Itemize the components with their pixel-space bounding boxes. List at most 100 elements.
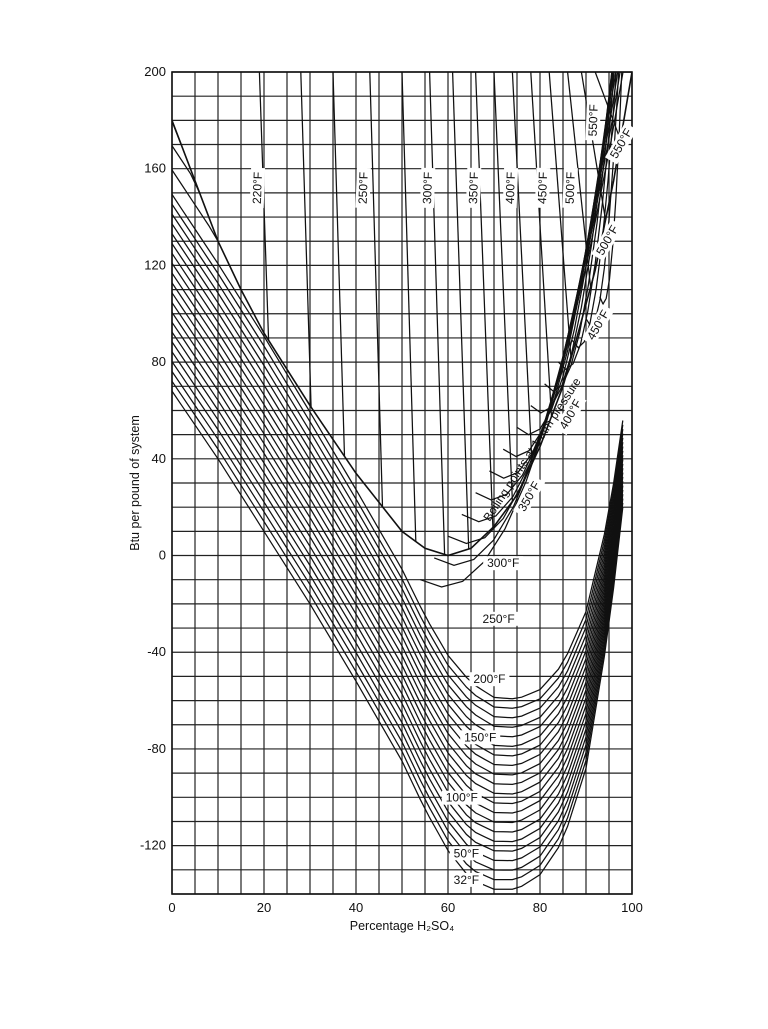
vapor-isotherm [566, 72, 592, 288]
liquid-isotherm [172, 223, 624, 728]
vapor-isotherm-label: 250°F [355, 167, 371, 209]
curves [172, 72, 632, 890]
liquid-isotherm [172, 203, 624, 709]
vapor-isotherm-label: 350°F [465, 167, 482, 209]
y-tick-label: 80 [152, 354, 166, 369]
boiling-point-curve [172, 72, 632, 557]
liquid-isotherm [172, 371, 624, 871]
liquid-isotherm [172, 194, 624, 700]
vapor-isotherm [548, 72, 572, 359]
vapor-isotherm [258, 72, 270, 341]
vapor-isotherm [300, 72, 312, 408]
x-axis-title: Percentage H₂SO₄ [350, 919, 454, 933]
liquid-isotherm [172, 380, 624, 881]
vapor-isotherm [332, 72, 346, 457]
y-axis-title: Btu per pound of system [128, 415, 142, 551]
liquid-isotherm [172, 282, 624, 786]
vapor-isotherm [369, 72, 384, 507]
liquid-isotherm [172, 390, 624, 890]
y-tick-label: 200 [144, 64, 166, 79]
vapor-isotherm [493, 72, 514, 502]
svg-text:50°F: 50°F [454, 846, 479, 860]
y-tick-label: -120 [140, 838, 166, 853]
concentrated-isotherm [420, 72, 624, 588]
y-tick-label: 40 [152, 451, 166, 466]
vapor-isotherm [530, 72, 553, 417]
liquid-isotherm [172, 351, 624, 852]
liquid-isotherm [172, 321, 624, 824]
y-tick-label: 120 [144, 257, 166, 272]
y-tick-label: 0 [159, 548, 166, 563]
vapor-isotherm-label: 450°F [534, 167, 551, 209]
svg-text:450°F: 450°F [535, 172, 550, 205]
isotherm-label: 32°F [449, 872, 483, 887]
vapor-isotherm [580, 72, 607, 221]
liquid-isotherm [172, 361, 624, 862]
tick-labels: 0 20 40 60 80 100 -120 -80 -40 0 40 80 120 160 200 [140, 64, 643, 915]
x-tick-label: 40 [349, 900, 363, 915]
isotherm-label: 500°F [591, 219, 624, 262]
y-tick-label: -80 [147, 741, 166, 756]
vapor-isotherm-label: 500°F [562, 167, 578, 209]
x-tick-label: 0 [168, 900, 175, 915]
isotherm-label: 250°F [478, 611, 519, 626]
svg-text:350°F: 350°F [466, 172, 481, 205]
vapor-isotherm-label: 220°F [249, 167, 266, 209]
liquid-isotherm [172, 145, 201, 194]
grid [171, 71, 633, 895]
vapor-isotherm [451, 72, 470, 550]
svg-text:32°F: 32°F [454, 873, 479, 887]
svg-text:150°F: 150°F [464, 730, 496, 744]
liquid-isotherm [172, 292, 624, 795]
concentrated-isotherm [599, 72, 623, 306]
liquid-isotherm [172, 272, 624, 776]
x-tick-label: 20 [257, 900, 271, 915]
isotherm-label: 100°F [441, 790, 482, 805]
liquid-isotherm [172, 302, 624, 805]
vapor-isotherm [474, 72, 494, 528]
concentrated-isotherm [557, 72, 615, 371]
concentrated-isotherm [516, 72, 613, 436]
liquid-isotherm [172, 169, 219, 242]
svg-text:250°F: 250°F [356, 172, 371, 205]
svg-text:450°F: 450°F [584, 307, 612, 342]
liquid-isotherm [172, 312, 624, 814]
x-tick-label: 60 [441, 900, 455, 915]
liquid-isotherm [172, 331, 624, 833]
vapor-isotherm [511, 72, 533, 464]
x-tick-label: 100 [621, 900, 643, 915]
plot-frame [171, 71, 633, 895]
vapor-isotherm [594, 72, 622, 141]
svg-text:300°F: 300°F [487, 556, 519, 570]
concentrated-isotherm [544, 72, 614, 392]
svg-text:400°F: 400°F [503, 172, 518, 205]
isotherm-label: 50°F [449, 846, 483, 861]
y-tick-label: -40 [147, 644, 166, 659]
vapor-isotherm [401, 72, 417, 542]
vapor-isotherm-label: 550°F [585, 100, 601, 141]
svg-text:500°F: 500°F [563, 172, 578, 205]
isotherm-label: 300°F [483, 556, 524, 571]
liquid-isotherm [172, 233, 624, 738]
liquid-isotherm [172, 213, 624, 719]
vapor-isotherm [428, 72, 446, 555]
svg-text:100°F: 100°F [446, 791, 478, 805]
vapor-isotherm-label: 300°F [419, 167, 436, 209]
svg-text:300°F: 300°F [420, 172, 435, 205]
isotherm-label: 200°F [469, 672, 510, 687]
svg-text:250°F: 250°F [483, 612, 515, 626]
isotherm-label: 150°F [460, 730, 501, 745]
vapor-isotherm-label: 400°F [502, 167, 519, 209]
svg-text:550°F: 550°F [586, 104, 601, 137]
concentrated-isotherm [530, 72, 613, 414]
concentrated-isotherm [461, 72, 617, 523]
svg-text:200°F: 200°F [473, 672, 505, 686]
liquid-isotherm [172, 262, 624, 767]
liquid-isotherm [172, 341, 624, 843]
curve-labels: 32°F 50°F 100°F 150°F 200°F 250°F 300°F 350°F 40… [249, 100, 638, 887]
y-tick-label: 160 [144, 161, 166, 176]
svg-text:220°F: 220°F [250, 172, 265, 205]
liquid-isotherm [172, 253, 624, 757]
